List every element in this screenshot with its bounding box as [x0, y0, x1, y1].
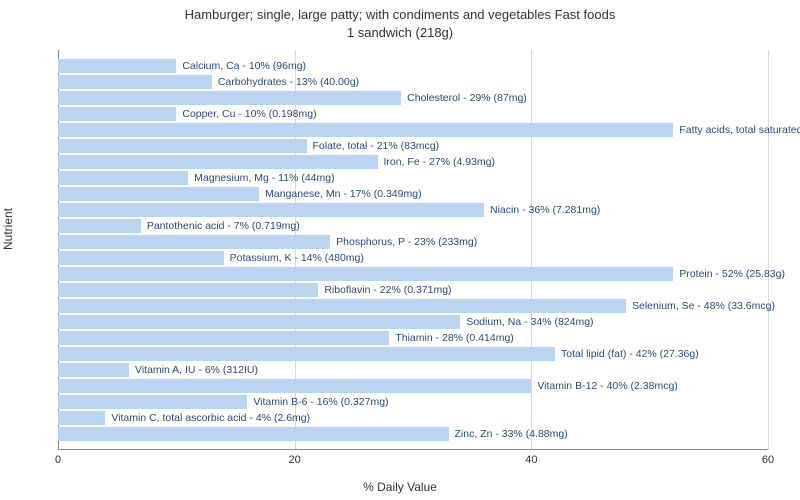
bar	[58, 427, 449, 441]
bar-label: Riboflavin - 22% (0.371mg)	[324, 285, 451, 296]
bar-row: Calcium, Ca - 10% (96mg)	[58, 58, 768, 74]
bar	[58, 283, 318, 297]
bar-label: Potassium, K - 14% (480mg)	[230, 253, 364, 264]
bar-label: Total lipid (fat) - 42% (27.36g)	[561, 349, 699, 360]
bar-row: Vitamin B-12 - 40% (2.38mcg)	[58, 378, 768, 394]
bar-row: Iron, Fe - 27% (4.93mg)	[58, 154, 768, 170]
y-axis-label: Nutrient	[1, 208, 15, 250]
bar	[58, 203, 484, 217]
bar	[58, 267, 673, 281]
bar-label: Phosphorus, P - 23% (233mg)	[336, 237, 477, 248]
bar-label: Sodium, Na - 34% (824mg)	[466, 317, 593, 328]
bar	[58, 91, 401, 105]
bar-row: Niacin - 36% (7.281mg)	[58, 202, 768, 218]
bar-row: Cholesterol - 29% (87mg)	[58, 90, 768, 106]
bar-label: Thiamin - 28% (0.414mg)	[395, 333, 513, 344]
bar	[58, 219, 141, 233]
bar-row: Potassium, K - 14% (480mg)	[58, 250, 768, 266]
bar	[58, 347, 555, 361]
bar-row: Riboflavin - 22% (0.371mg)	[58, 282, 768, 298]
bar-label: Vitamin C, total ascorbic acid - 4% (2.6…	[111, 413, 310, 424]
bar	[58, 171, 188, 185]
bar	[58, 315, 460, 329]
bar-row: Protein - 52% (25.83g)	[58, 266, 768, 282]
bar-row: Sodium, Na - 34% (824mg)	[58, 314, 768, 330]
plot-area: Calcium, Ca - 10% (96mg) Carbohydrates - …	[58, 50, 768, 450]
bar-label: Manganese, Mn - 17% (0.349mg)	[265, 189, 421, 200]
bar	[58, 107, 176, 121]
nutrient-chart: Hamburger; single, large patty; with con…	[0, 0, 800, 500]
bar-label: Vitamin B-12 - 40% (2.38mcg)	[537, 381, 677, 392]
bar-label: Cholesterol - 29% (87mg)	[407, 93, 527, 104]
bar-row: Carbohydrates - 13% (40.00g)	[58, 74, 768, 90]
bar	[58, 395, 247, 409]
chart-title: Hamburger; single, large patty; with con…	[0, 6, 800, 41]
bar-label: Folate, total - 21% (83mcg)	[313, 141, 440, 152]
bar-row: Phosphorus, P - 23% (233mg)	[58, 234, 768, 250]
bar	[58, 139, 307, 153]
bar-label: Magnesium, Mg - 11% (44mg)	[194, 173, 334, 184]
bar-label: Copper, Cu - 10% (0.198mg)	[182, 109, 316, 120]
bar-row: Thiamin - 28% (0.414mg)	[58, 330, 768, 346]
bar-label: Pantothenic acid - 7% (0.719mg)	[147, 221, 300, 232]
bar	[58, 331, 389, 345]
bar-label: Fatty acids, total saturated - 52% (10.4…	[679, 125, 800, 136]
bar	[58, 411, 105, 425]
bar	[58, 235, 330, 249]
bar-row: Vitamin B-6 - 16% (0.327mg)	[58, 394, 768, 410]
bar	[58, 363, 129, 377]
bar	[58, 75, 212, 89]
bar-row: Pantothenic acid - 7% (0.719mg)	[58, 218, 768, 234]
bar-label: Carbohydrates - 13% (40.00g)	[218, 77, 359, 88]
bar	[58, 379, 531, 393]
bar-row: Fatty acids, total saturated - 52% (10.4…	[58, 122, 768, 138]
bar	[58, 251, 224, 265]
bar-label: Protein - 52% (25.83g)	[679, 269, 785, 280]
bar-label: Vitamin A, IU - 6% (312IU)	[135, 365, 258, 376]
bar-row: Magnesium, Mg - 11% (44mg)	[58, 170, 768, 186]
bars-container: Calcium, Ca - 10% (96mg) Carbohydrates - …	[58, 58, 768, 442]
bar	[58, 59, 176, 73]
bar-label: Calcium, Ca - 10% (96mg)	[182, 61, 306, 72]
bar-label: Zinc, Zn - 33% (4.88mg)	[455, 429, 568, 440]
bar-row: Copper, Cu - 10% (0.198mg)	[58, 106, 768, 122]
bar-label: Iron, Fe - 27% (4.93mg)	[384, 157, 495, 168]
chart-title-line1: Hamburger; single, large patty; with con…	[185, 7, 616, 22]
bar-label: Niacin - 36% (7.281mg)	[490, 205, 600, 216]
bar-row: Manganese, Mn - 17% (0.349mg)	[58, 186, 768, 202]
bar	[58, 123, 673, 137]
x-tick-label: 40	[525, 454, 537, 466]
gridline	[768, 50, 769, 450]
bar	[58, 187, 259, 201]
bar-row: Vitamin C, total ascorbic acid - 4% (2.6…	[58, 410, 768, 426]
bar-row: Selenium, Se - 48% (33.6mcg)	[58, 298, 768, 314]
x-tick-label: 0	[55, 454, 61, 466]
bar	[58, 155, 378, 169]
x-axis-label: % Daily Value	[0, 480, 800, 494]
x-tick-label: 60	[762, 454, 774, 466]
bar-row: Total lipid (fat) - 42% (27.36g)	[58, 346, 768, 362]
bar-row: Vitamin A, IU - 6% (312IU)	[58, 362, 768, 378]
x-axis-line	[58, 449, 768, 450]
bar	[58, 299, 626, 313]
bar-row: Folate, total - 21% (83mcg)	[58, 138, 768, 154]
x-tick-label: 20	[289, 454, 301, 466]
bar-label: Selenium, Se - 48% (33.6mcg)	[632, 301, 775, 312]
bar-label: Vitamin B-6 - 16% (0.327mg)	[253, 397, 388, 408]
chart-title-line2: 1 sandwich (218g)	[347, 25, 453, 40]
bar-row: Zinc, Zn - 33% (4.88mg)	[58, 426, 768, 442]
